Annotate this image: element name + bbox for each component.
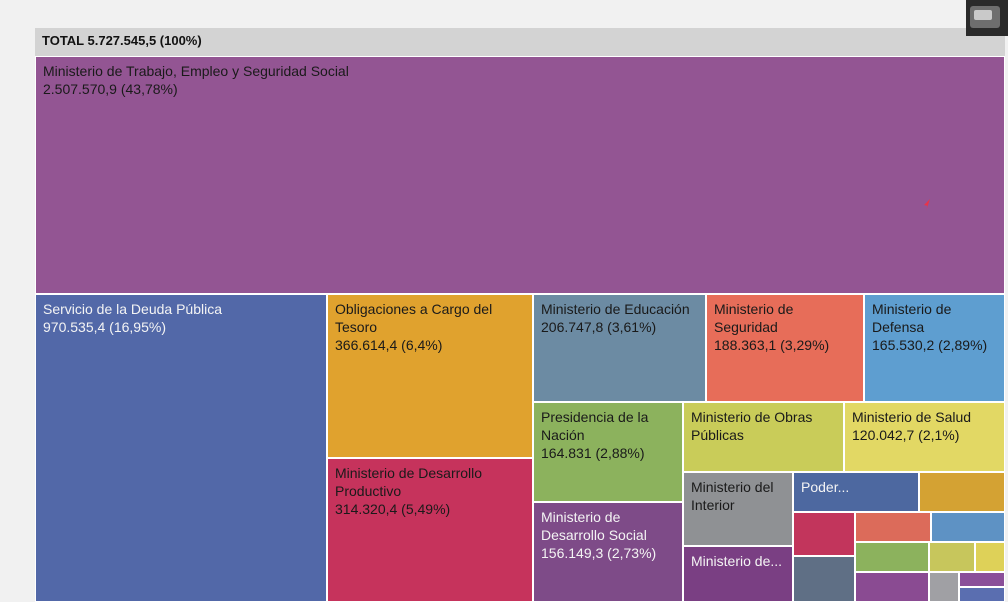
treemap-tile-value: 314.320,4 (5,49%) (335, 500, 525, 518)
treemap-tile[interactable]: Poder... (793, 472, 919, 512)
treemap-tile-label: Ministerio de Defensa (872, 300, 997, 336)
treemap-tile-small[interactable] (793, 556, 855, 602)
treemap-tile-label: Ministerio de Educación (541, 300, 698, 318)
treemap-tile[interactable]: Ministerio de Desarrollo Productivo 314.3… (327, 458, 533, 602)
treemap-tile[interactable]: Ministerio de Defensa 165.530,2 (2,89%) (864, 294, 1005, 402)
treemap-tile[interactable]: Ministerio de Salud 120.042,7 (2,1%) (844, 402, 1005, 472)
treemap-tile[interactable]: Ministerio del Interior (683, 472, 793, 546)
treemap-tile-small[interactable] (975, 542, 1005, 572)
treemap-tile-small[interactable] (855, 572, 929, 602)
treemap-tile[interactable]: Presidencia de la Nación 164.831 (2,88%) (533, 402, 683, 502)
pointer-cursor-icon (920, 197, 934, 213)
treemap-tile[interactable]: Servicio de la Deuda Pública 970.535,4 (1… (35, 294, 327, 602)
treemap-tile-label: Presidencia de la Nación (541, 408, 675, 444)
treemap-tile-small[interactable] (959, 572, 1005, 587)
treemap-tile-value: 2.507.570,9 (43,78%) (43, 80, 997, 98)
treemap-tile[interactable]: Ministerio de... (683, 546, 793, 602)
treemap-tile-label: Ministerio de Desarrollo Social (541, 508, 675, 544)
treemap-tile-small[interactable] (929, 572, 959, 602)
treemap-tile-value: 165.530,2 (2,89%) (872, 336, 997, 354)
treemap-tile[interactable]: Ministerio de Desarrollo Social 156.149,3… (533, 502, 683, 602)
treemap-tile-label: Ministerio de Trabajo, Empleo y Segurida… (43, 62, 997, 80)
treemap-tile-value: 970.535,4 (16,95%) (43, 318, 319, 336)
treemap-tile-small[interactable] (929, 542, 975, 572)
treemap-tile-value: 188.363,1 (3,29%) (714, 336, 856, 354)
treemap-tile-value: 120.042,7 (2,1%) (852, 426, 997, 444)
treemap-tile-small[interactable] (959, 587, 1005, 602)
treemap-tile-label: Ministerio de Obras Públicas (691, 408, 836, 444)
treemap-total-header[interactable]: TOTAL 5.727.545,5 (100%) (35, 28, 1005, 56)
treemap-tile-value: 366.614,4 (6,4%) (335, 336, 525, 354)
treemap-tile-value: 156.149,3 (2,73%) (541, 544, 675, 562)
treemap-tile-small[interactable] (855, 512, 931, 542)
treemap-tile-small[interactable] (793, 512, 855, 556)
treemap-tile-small[interactable] (931, 512, 1005, 542)
treemap-tile-label: Servicio de la Deuda Pública (43, 300, 319, 318)
treemap-tile-value: 164.831 (2,88%) (541, 444, 675, 462)
treemap-tile-label: Poder... (801, 478, 911, 496)
treemap-tile-value: 206.747,8 (3,61%) (541, 318, 698, 336)
treemap-tile-label: Ministerio de Salud (852, 408, 997, 426)
treemap-tile[interactable]: Ministerio de Trabajo, Empleo y Segurida… (35, 56, 1005, 294)
treemap-tile-label: Ministerio del Interior (691, 478, 785, 514)
treemap-tile-small[interactable] (855, 542, 929, 572)
treemap-tile[interactable]: Obligaciones a Cargo del Tesoro 366.614,4… (327, 294, 533, 458)
webcam-overlay (966, 0, 1008, 36)
treemap-tile[interactable]: Ministerio de Obras Públicas (683, 402, 844, 472)
treemap-tile[interactable]: Ministerio de Seguridad 188.363,1 (3,29%) (706, 294, 864, 402)
treemap-tile[interactable]: Ministerio de Educación 206.747,8 (3,61%) (533, 294, 706, 402)
treemap-tile-small[interactable] (919, 472, 1005, 512)
treemap-tile-label: Ministerio de... (691, 552, 785, 570)
treemap-chart: TOTAL 5.727.545,5 (100%) Ministerio de T… (35, 28, 1005, 602)
treemap-tile-label: Ministerio de Desarrollo Productivo (335, 464, 525, 500)
treemap-tile-label: Ministerio de Seguridad (714, 300, 856, 336)
treemap-tile-label: Obligaciones a Cargo del Tesoro (335, 300, 525, 336)
